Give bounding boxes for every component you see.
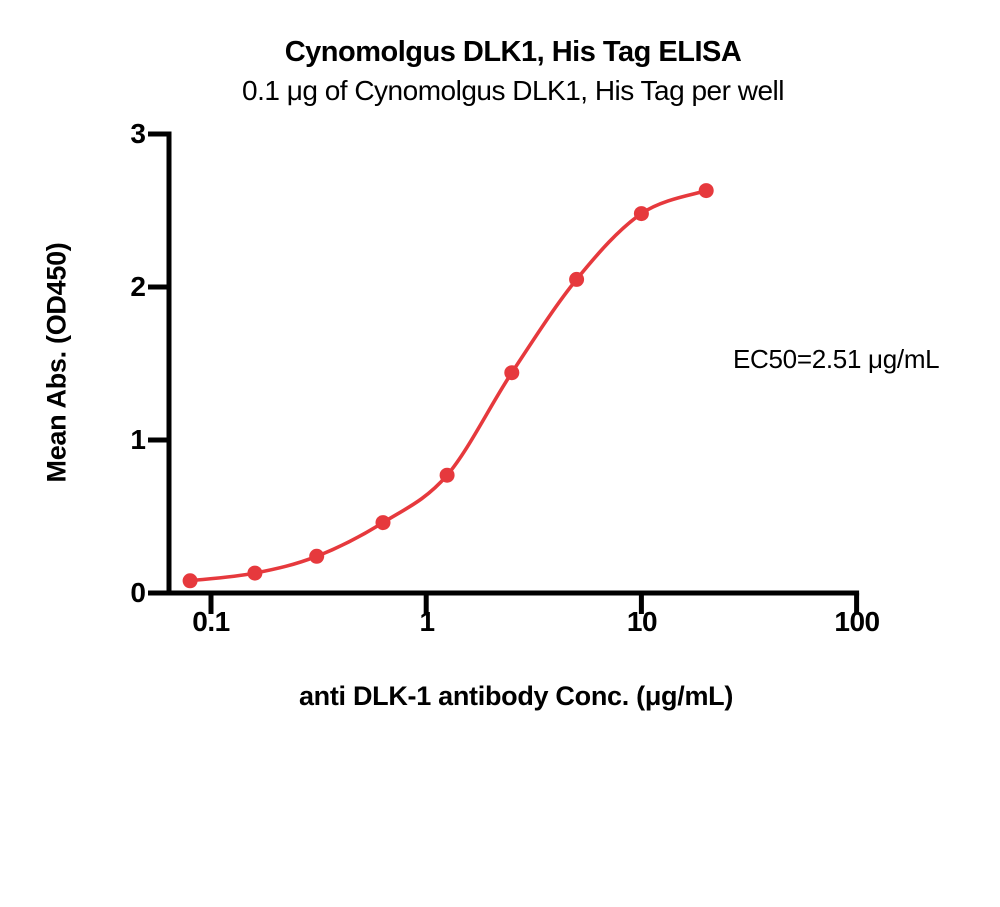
data-point <box>504 365 520 381</box>
data-point <box>569 271 585 287</box>
y-axis-title: Mean Abs. (OD450) <box>41 242 72 483</box>
data-point <box>633 206 649 222</box>
data-point <box>698 183 714 199</box>
x-tick-label-10: 10 <box>626 606 658 637</box>
data-point <box>439 467 455 483</box>
y-tick-label-1: 1 <box>130 424 146 455</box>
data-point <box>375 515 391 531</box>
chart-title: Cynomolgus DLK1, His Tag ELISA <box>284 36 742 68</box>
x-tick-label-1: 1 <box>419 606 435 637</box>
ec50-annotation: EC50=2.51 μg/mL <box>733 344 940 374</box>
y-tick-label-2: 2 <box>130 271 146 302</box>
chart-subtitle: 0.1 μg of Cynomolgus DLK1, His Tag per w… <box>242 75 784 106</box>
fit-curve <box>188 188 708 583</box>
x-tick-label-100: 100 <box>834 606 880 637</box>
data-point <box>182 573 198 589</box>
y-tick-label-3: 3 <box>130 118 146 149</box>
x-axis-title: anti DLK-1 antibody Conc. (μg/mL) <box>298 681 734 711</box>
y-tick-label-0: 0 <box>130 577 146 608</box>
data-point <box>247 565 263 581</box>
data-point <box>309 548 325 564</box>
x-tick-label-0p1: 0.1 <box>192 606 230 637</box>
